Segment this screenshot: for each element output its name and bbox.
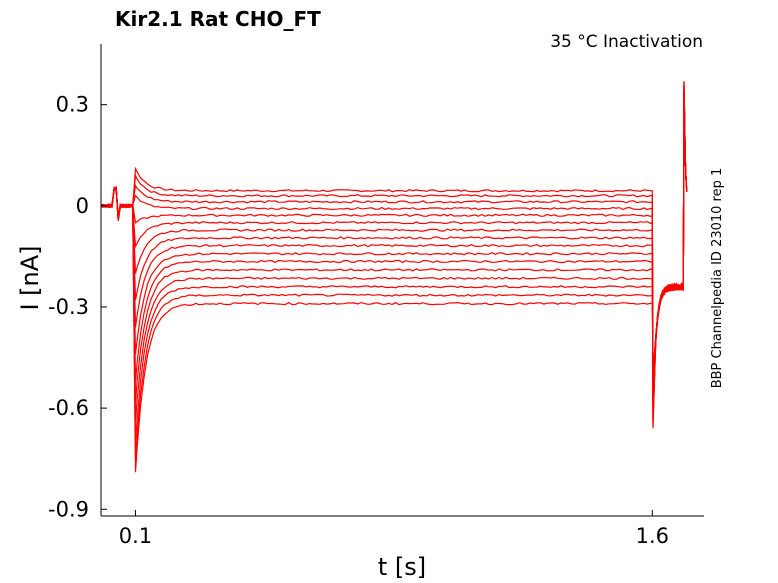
sweep-trace-10: [101, 93, 688, 392]
x-tick-label: 1.6: [636, 524, 669, 548]
sweep-trace-9: [101, 91, 688, 397]
sweep-trace-13: [101, 97, 688, 422]
sweep-trace-12: [101, 95, 688, 402]
sweep-trace-6: [101, 87, 688, 409]
chart-subtitle: 35 °C Inactivation: [550, 32, 703, 52]
y-tick-label: -0.3: [48, 295, 89, 319]
y-axis-label: I [nA]: [16, 245, 44, 310]
axes: 0.3 0 -0.3 -0.6 -0.9 0.1 1.6: [48, 44, 704, 548]
sweep-trace-5: [101, 86, 688, 413]
sweep-trace-8: [101, 90, 688, 401]
sweep-trace-11: [101, 94, 688, 388]
sweep-trace-15: [101, 99, 688, 459]
sweep-trace-4: [101, 85, 688, 417]
sweep-trace-2: [101, 82, 688, 425]
sweep-trace-14: [101, 98, 688, 442]
chart-title: Kir2.1 Rat CHO_FT: [115, 7, 321, 31]
sweep-trace-1: [101, 81, 688, 429]
y-tick-label: -0.6: [48, 396, 89, 420]
y-tick-label: 0.3: [56, 93, 89, 117]
sweep-trace-3: [101, 83, 688, 421]
y-tick-label: 0: [76, 194, 89, 218]
sweep-trace-7: [101, 89, 688, 405]
plot-area: [101, 81, 688, 473]
x-tick-label: 0.1: [119, 524, 152, 548]
sweep-trace-16: [101, 101, 688, 473]
x-axis-label: t [s]: [378, 553, 426, 581]
side-annotation: BBP Channelpedia ID 23010 rep 1: [710, 168, 725, 389]
y-tick-label: -0.9: [48, 497, 89, 521]
